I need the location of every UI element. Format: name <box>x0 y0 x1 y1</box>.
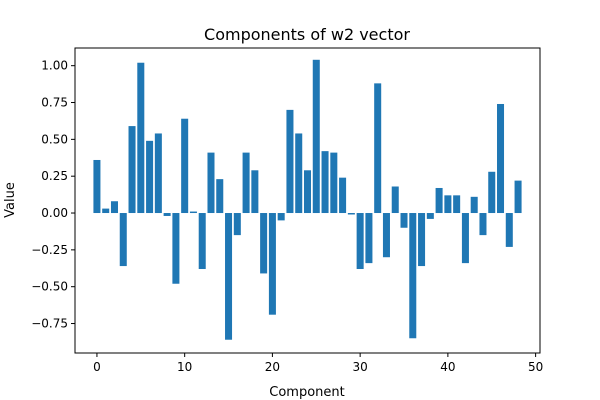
bar-34 <box>391 186 399 214</box>
bar-11 <box>189 211 197 214</box>
bar-25 <box>312 59 320 214</box>
x-tick-label: 10 <box>177 360 192 374</box>
y-tick-label: 0.25 <box>41 169 68 183</box>
bar-9 <box>172 213 180 284</box>
bar-39 <box>435 187 443 214</box>
x-tick-label: 20 <box>265 360 280 374</box>
bar-33 <box>382 213 390 258</box>
bar-4 <box>128 126 136 214</box>
y-tick-label: 0.75 <box>41 96 68 110</box>
chart-title: Components of w2 vector <box>204 25 410 44</box>
bar-48 <box>514 180 522 214</box>
bar-3 <box>119 213 127 267</box>
x-tick-label: 0 <box>93 360 101 374</box>
x-tick-label: 50 <box>528 360 543 374</box>
bar-38 <box>426 213 434 219</box>
bar-45 <box>488 171 496 214</box>
bar-1 <box>102 208 110 214</box>
bar-46 <box>497 103 505 214</box>
bar-13 <box>207 152 215 214</box>
y-tick-label: 0.50 <box>41 132 68 146</box>
bars-group <box>93 59 522 340</box>
bar-40 <box>444 195 452 214</box>
bar-15 <box>225 213 233 340</box>
bar-17 <box>242 152 250 214</box>
bar-42 <box>461 213 469 264</box>
bar-29 <box>347 213 355 215</box>
y-tick-label: 0.00 <box>41 206 68 220</box>
x-tick-label: 30 <box>353 360 368 374</box>
bar-21 <box>277 213 285 221</box>
bar-36 <box>409 213 417 339</box>
bar-41 <box>453 195 461 214</box>
y-tick-label: −0.50 <box>31 280 68 294</box>
bar-18 <box>251 170 259 214</box>
y-ticks-group: −0.75 −0.50 −0.25 0.00 0.25 0.50 0.75 1.00 <box>31 59 75 331</box>
bar-23 <box>295 133 303 214</box>
bar-27 <box>330 152 338 214</box>
bar-22 <box>286 109 294 214</box>
bar-30 <box>356 213 364 270</box>
bar-20 <box>268 213 276 315</box>
bar-26 <box>321 151 329 214</box>
y-tick-label: −0.75 <box>31 317 68 331</box>
bar-7 <box>154 133 162 214</box>
bar-6 <box>146 140 154 214</box>
plot-frame <box>74 47 541 354</box>
bar-14 <box>216 179 224 214</box>
bar-35 <box>400 213 408 228</box>
bar-16 <box>233 213 241 236</box>
bar-28 <box>339 177 347 214</box>
y-tick-label: 1.00 <box>41 59 68 73</box>
y-tick-label: −0.25 <box>31 243 68 257</box>
bar-32 <box>374 83 382 214</box>
bar-47 <box>505 213 513 247</box>
bar-10 <box>181 118 189 214</box>
x-axis-label: Component <box>269 385 344 400</box>
bar-44 <box>479 213 487 236</box>
bar-24 <box>303 170 312 214</box>
bar-37 <box>418 213 426 267</box>
bar-12 <box>198 213 206 270</box>
bar-19 <box>260 213 268 274</box>
bar-5 <box>137 62 145 214</box>
x-tick-label: 40 <box>440 360 455 374</box>
bar-31 <box>365 213 373 264</box>
bar-43 <box>470 196 478 214</box>
y-axis-label: Value <box>3 182 18 218</box>
x-ticks-group: 0 10 20 30 40 50 <box>93 353 543 374</box>
bar-0 <box>93 159 101 214</box>
bar-8 <box>163 213 171 216</box>
bar-2 <box>110 201 118 214</box>
